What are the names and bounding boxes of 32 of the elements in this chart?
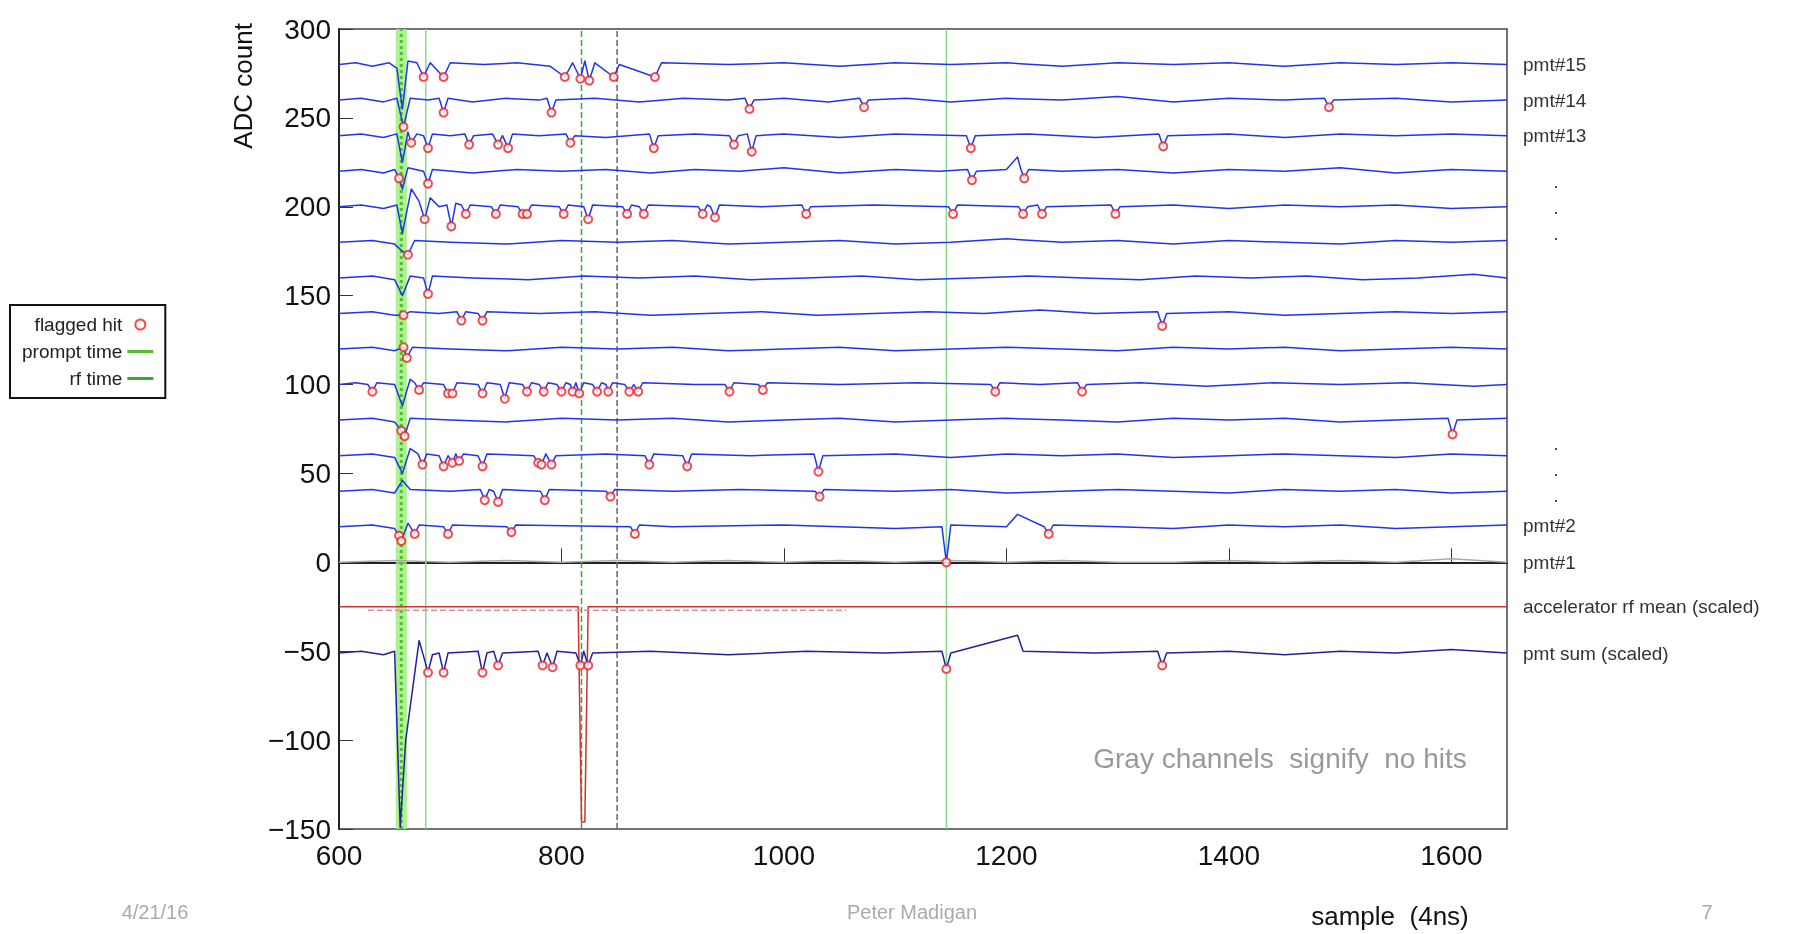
series-label: accelerator rf mean (scaled)	[1523, 596, 1760, 618]
text: . . .	[1553, 434, 1559, 506]
y-tick-label: −50	[283, 635, 331, 667]
y-tick-label: 100	[284, 369, 331, 401]
y-tick-label: 50	[299, 457, 331, 489]
text: 4/21/16	[121, 901, 189, 923]
annotation: Gray channels signify no hits	[1093, 742, 1467, 774]
y-tick-label: 150	[284, 280, 331, 312]
y-tick-label: −100	[267, 724, 331, 756]
series-label: pmt#13	[1523, 125, 1587, 147]
x-tick-label: 1400	[1197, 839, 1261, 871]
series-label: pmt#2	[1523, 514, 1576, 536]
text: 7	[1701, 901, 1713, 923]
y-tick-label: 250	[284, 102, 331, 134]
x-tick-label: 1200	[975, 839, 1038, 871]
y-tick-label: 0	[315, 546, 331, 578]
y-tick-label: 200	[284, 191, 331, 223]
x-tick-label: 1600	[1420, 839, 1483, 871]
legend-label: flagged hit	[34, 314, 124, 335]
legend-label: rf time	[69, 368, 123, 389]
series-label: pmt#14	[1523, 89, 1587, 111]
x-axis-title: sample (4ns)	[1311, 901, 1469, 931]
series-label: pmt sum (scaled)	[1523, 642, 1669, 664]
series-label: pmt#1	[1523, 551, 1576, 573]
legend-label: prompt time	[21, 341, 123, 362]
y-axis-title: ADC count	[228, 22, 258, 149]
text: Peter Madigan	[846, 901, 978, 923]
series-label: pmt#15	[1523, 54, 1587, 76]
x-tick-label: 1000	[752, 839, 816, 871]
x-tick-label: 800	[538, 839, 585, 871]
y-tick-label: 300	[284, 13, 331, 45]
text: . . .	[1553, 172, 1559, 244]
